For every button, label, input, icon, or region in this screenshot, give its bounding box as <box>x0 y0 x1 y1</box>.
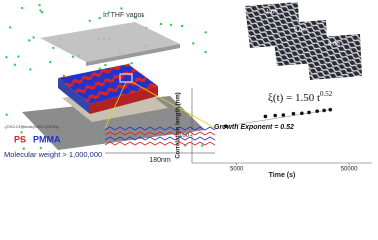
data-point <box>315 109 319 113</box>
vapor-dot <box>204 31 207 34</box>
vapor-dot <box>120 7 123 10</box>
molecular-weight: Molecular weight > 1,000,000 <box>4 150 102 159</box>
data-point <box>307 110 311 115</box>
vapor-dot <box>28 39 31 42</box>
film-side <box>58 78 90 114</box>
x-axis-label: Time (s) <box>269 172 296 179</box>
cover-plate <box>40 22 180 62</box>
vapor-dot <box>39 9 42 12</box>
vapor-dot <box>22 147 25 150</box>
chart: 5000 50000 100 Time (s) Correlation length (… <box>176 88 372 179</box>
data-point <box>263 114 268 119</box>
vapor-dot <box>141 14 145 18</box>
ps-label: PS <box>14 134 26 144</box>
vapor-dot <box>38 3 41 7</box>
vapor-dot <box>5 55 8 59</box>
image-label: 5.0h <box>294 28 306 34</box>
image-label: 8.0h <box>328 42 340 48</box>
vapor-dot <box>52 46 55 50</box>
data-point <box>328 107 333 112</box>
vapor-dot <box>134 16 138 19</box>
thickness-label: 180nm <box>149 157 171 164</box>
vapor-dot <box>98 16 101 20</box>
vapor-dot <box>192 42 195 45</box>
vapor-dot <box>107 11 110 14</box>
cover-edge <box>86 44 180 66</box>
data-point <box>322 108 326 113</box>
vapor-dot <box>88 19 91 23</box>
vapor-dot <box>48 60 52 64</box>
vapor-dot <box>159 22 163 26</box>
vapor-dot <box>8 26 12 29</box>
vapor-dot <box>204 50 207 54</box>
vapor-dot <box>40 11 44 14</box>
vapor-dot <box>180 24 184 28</box>
vapor-label: In THF vapor <box>103 12 144 19</box>
zoom-line <box>104 81 127 129</box>
x-tick-label: 50000 <box>341 167 358 173</box>
vapor-dot <box>32 36 35 39</box>
y-axis-label: Correlation length (nm) <box>176 92 182 158</box>
vapor-dot <box>29 68 32 71</box>
vapor-dot <box>71 55 75 59</box>
equation: ξ(t) = 1.50 t0.52 <box>268 90 333 104</box>
film-front <box>90 86 158 114</box>
x-tick-label: 5000 <box>230 167 244 173</box>
zoom-line <box>131 81 216 129</box>
monomer-formula: -(CH2-CH)block(CH2-C(CH3))- <box>4 124 60 129</box>
vapor-dot <box>201 144 204 147</box>
vapor-dot <box>5 113 8 116</box>
annotation: Growth Exponent = 0.52 <box>214 124 294 131</box>
figure: 180nm In THF vapor -(CH2-CH)block(CH2-C(… <box>4 2 372 179</box>
vapor-dot <box>20 6 24 10</box>
data-point <box>224 124 228 129</box>
trend-line <box>225 109 331 127</box>
vapor-dot <box>130 62 133 65</box>
vapor-dot <box>62 74 65 78</box>
vapor-dot <box>17 55 20 58</box>
vapor-dot <box>104 63 107 67</box>
data-point <box>291 111 296 116</box>
vapor-dot <box>169 23 173 27</box>
vapor-dot <box>20 138 23 141</box>
data-point <box>281 113 286 117</box>
vapor-dot <box>39 146 42 150</box>
data-point <box>300 111 304 116</box>
pmma-label: PMMA <box>33 134 61 144</box>
vapor-dot <box>98 67 101 70</box>
vapor-dot <box>13 63 17 66</box>
image-label: 1.0h <box>266 10 278 16</box>
vapor-dot <box>20 131 23 134</box>
morphology-image <box>305 34 362 80</box>
data-point <box>273 113 277 118</box>
y-tick-label: 100 <box>179 133 190 139</box>
chains <box>104 126 216 146</box>
film-top <box>58 64 158 104</box>
